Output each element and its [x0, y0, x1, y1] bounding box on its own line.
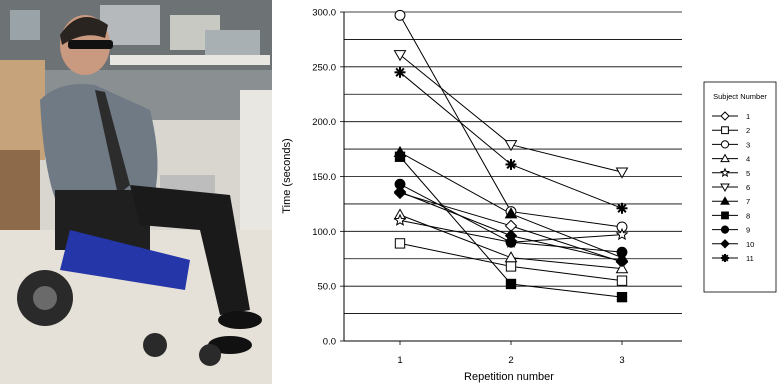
legend-marker-1: [720, 111, 730, 121]
data-point-6: [393, 50, 407, 62]
repetition-time-chart: 0.0 50.0 100.0 150.0 200.0 250.0 300.0 1 2 3 Tim…: [281, 8, 777, 383]
data-point-10: [615, 254, 629, 268]
y-tick-label: 0.0: [323, 337, 336, 348]
y-tick-labels: 0.0 50.0 100.0 150.0 200.0 250.0 300.0: [312, 8, 344, 348]
legend-label: 2: [746, 126, 750, 135]
legend-marker-9: [720, 225, 730, 234]
legend-marker-10: [720, 239, 730, 249]
data-point-2: [616, 275, 628, 286]
wheelchair-user-photo: [0, 0, 272, 384]
series-markers: [393, 9, 629, 303]
y-tick-label: 50.0: [318, 282, 337, 293]
legend-label: 7: [746, 197, 750, 206]
data-point-8: [505, 278, 517, 290]
data-point-5: [393, 213, 407, 226]
data-point-11: [394, 66, 406, 78]
legend-marker-5: [719, 167, 731, 178]
legend-label: 6: [746, 183, 750, 192]
data-point-11: [616, 202, 628, 214]
legend-label: 5: [746, 169, 750, 178]
data-point-6: [615, 167, 629, 179]
data-point-5: [615, 227, 629, 241]
data-point-8: [616, 291, 628, 303]
series-line-6: [399, 54, 623, 173]
legend-marker-7: [720, 196, 730, 205]
legend-marker-3: [720, 140, 730, 149]
legend-label: 9: [746, 226, 750, 235]
legend-items: 1 2 3 4 5 6 7 8 9 10 11: [712, 111, 754, 263]
data-point-10: [393, 185, 407, 199]
x-tick-label: 1: [397, 355, 402, 366]
legend-marker-4: [720, 153, 730, 163]
data-point-2: [505, 261, 517, 272]
y-tick-label: 100.0: [312, 227, 336, 238]
data-point-7: [504, 207, 518, 219]
data-point-4: [615, 262, 629, 274]
y-tick-label: 300.0: [312, 8, 336, 19]
x-tick-label: 3: [619, 355, 624, 366]
data-point-10: [504, 229, 518, 242]
x-tick-labels: 1 2 3: [397, 341, 625, 366]
y-tick-label: 150.0: [312, 172, 336, 183]
legend-marker-6: [720, 183, 730, 193]
legend-label: 3: [746, 140, 750, 149]
data-point-3: [394, 9, 406, 21]
y-tick-label: 250.0: [312, 62, 336, 73]
legend-marker-11: [721, 254, 729, 262]
legend-title: Subject Number: [713, 92, 767, 101]
data-point-2: [394, 238, 406, 249]
legend-label: 1: [746, 112, 750, 121]
x-tick-label: 2: [508, 355, 513, 366]
y-tick-label: 200.0: [312, 117, 336, 128]
data-point-4: [504, 251, 518, 263]
y-axis-label: Time (seconds): [281, 138, 293, 213]
legend-label: 8: [746, 211, 750, 220]
legend: Subject Number 1 2 3 4 5 6 7 8 9 10 11: [703, 81, 777, 293]
data-point-11: [505, 158, 517, 170]
x-axis-label: Repetition number: [464, 371, 554, 383]
legend-label: 11: [746, 254, 754, 263]
legend-marker-2: [721, 126, 729, 135]
data-point-6: [504, 140, 518, 152]
data-point-8: [394, 151, 406, 162]
legend-label: 4: [746, 155, 750, 164]
legend-label: 10: [746, 240, 754, 249]
legend-marker-8: [721, 211, 729, 220]
